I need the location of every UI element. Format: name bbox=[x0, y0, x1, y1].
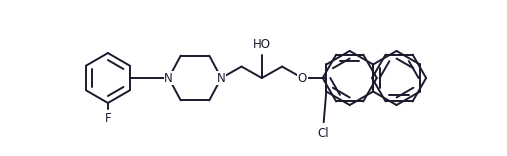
Text: HO: HO bbox=[253, 38, 271, 51]
Text: F: F bbox=[104, 112, 111, 125]
Text: N: N bbox=[164, 71, 173, 85]
Text: N: N bbox=[217, 71, 226, 85]
Text: Cl: Cl bbox=[318, 127, 330, 140]
Text: O: O bbox=[298, 71, 307, 85]
